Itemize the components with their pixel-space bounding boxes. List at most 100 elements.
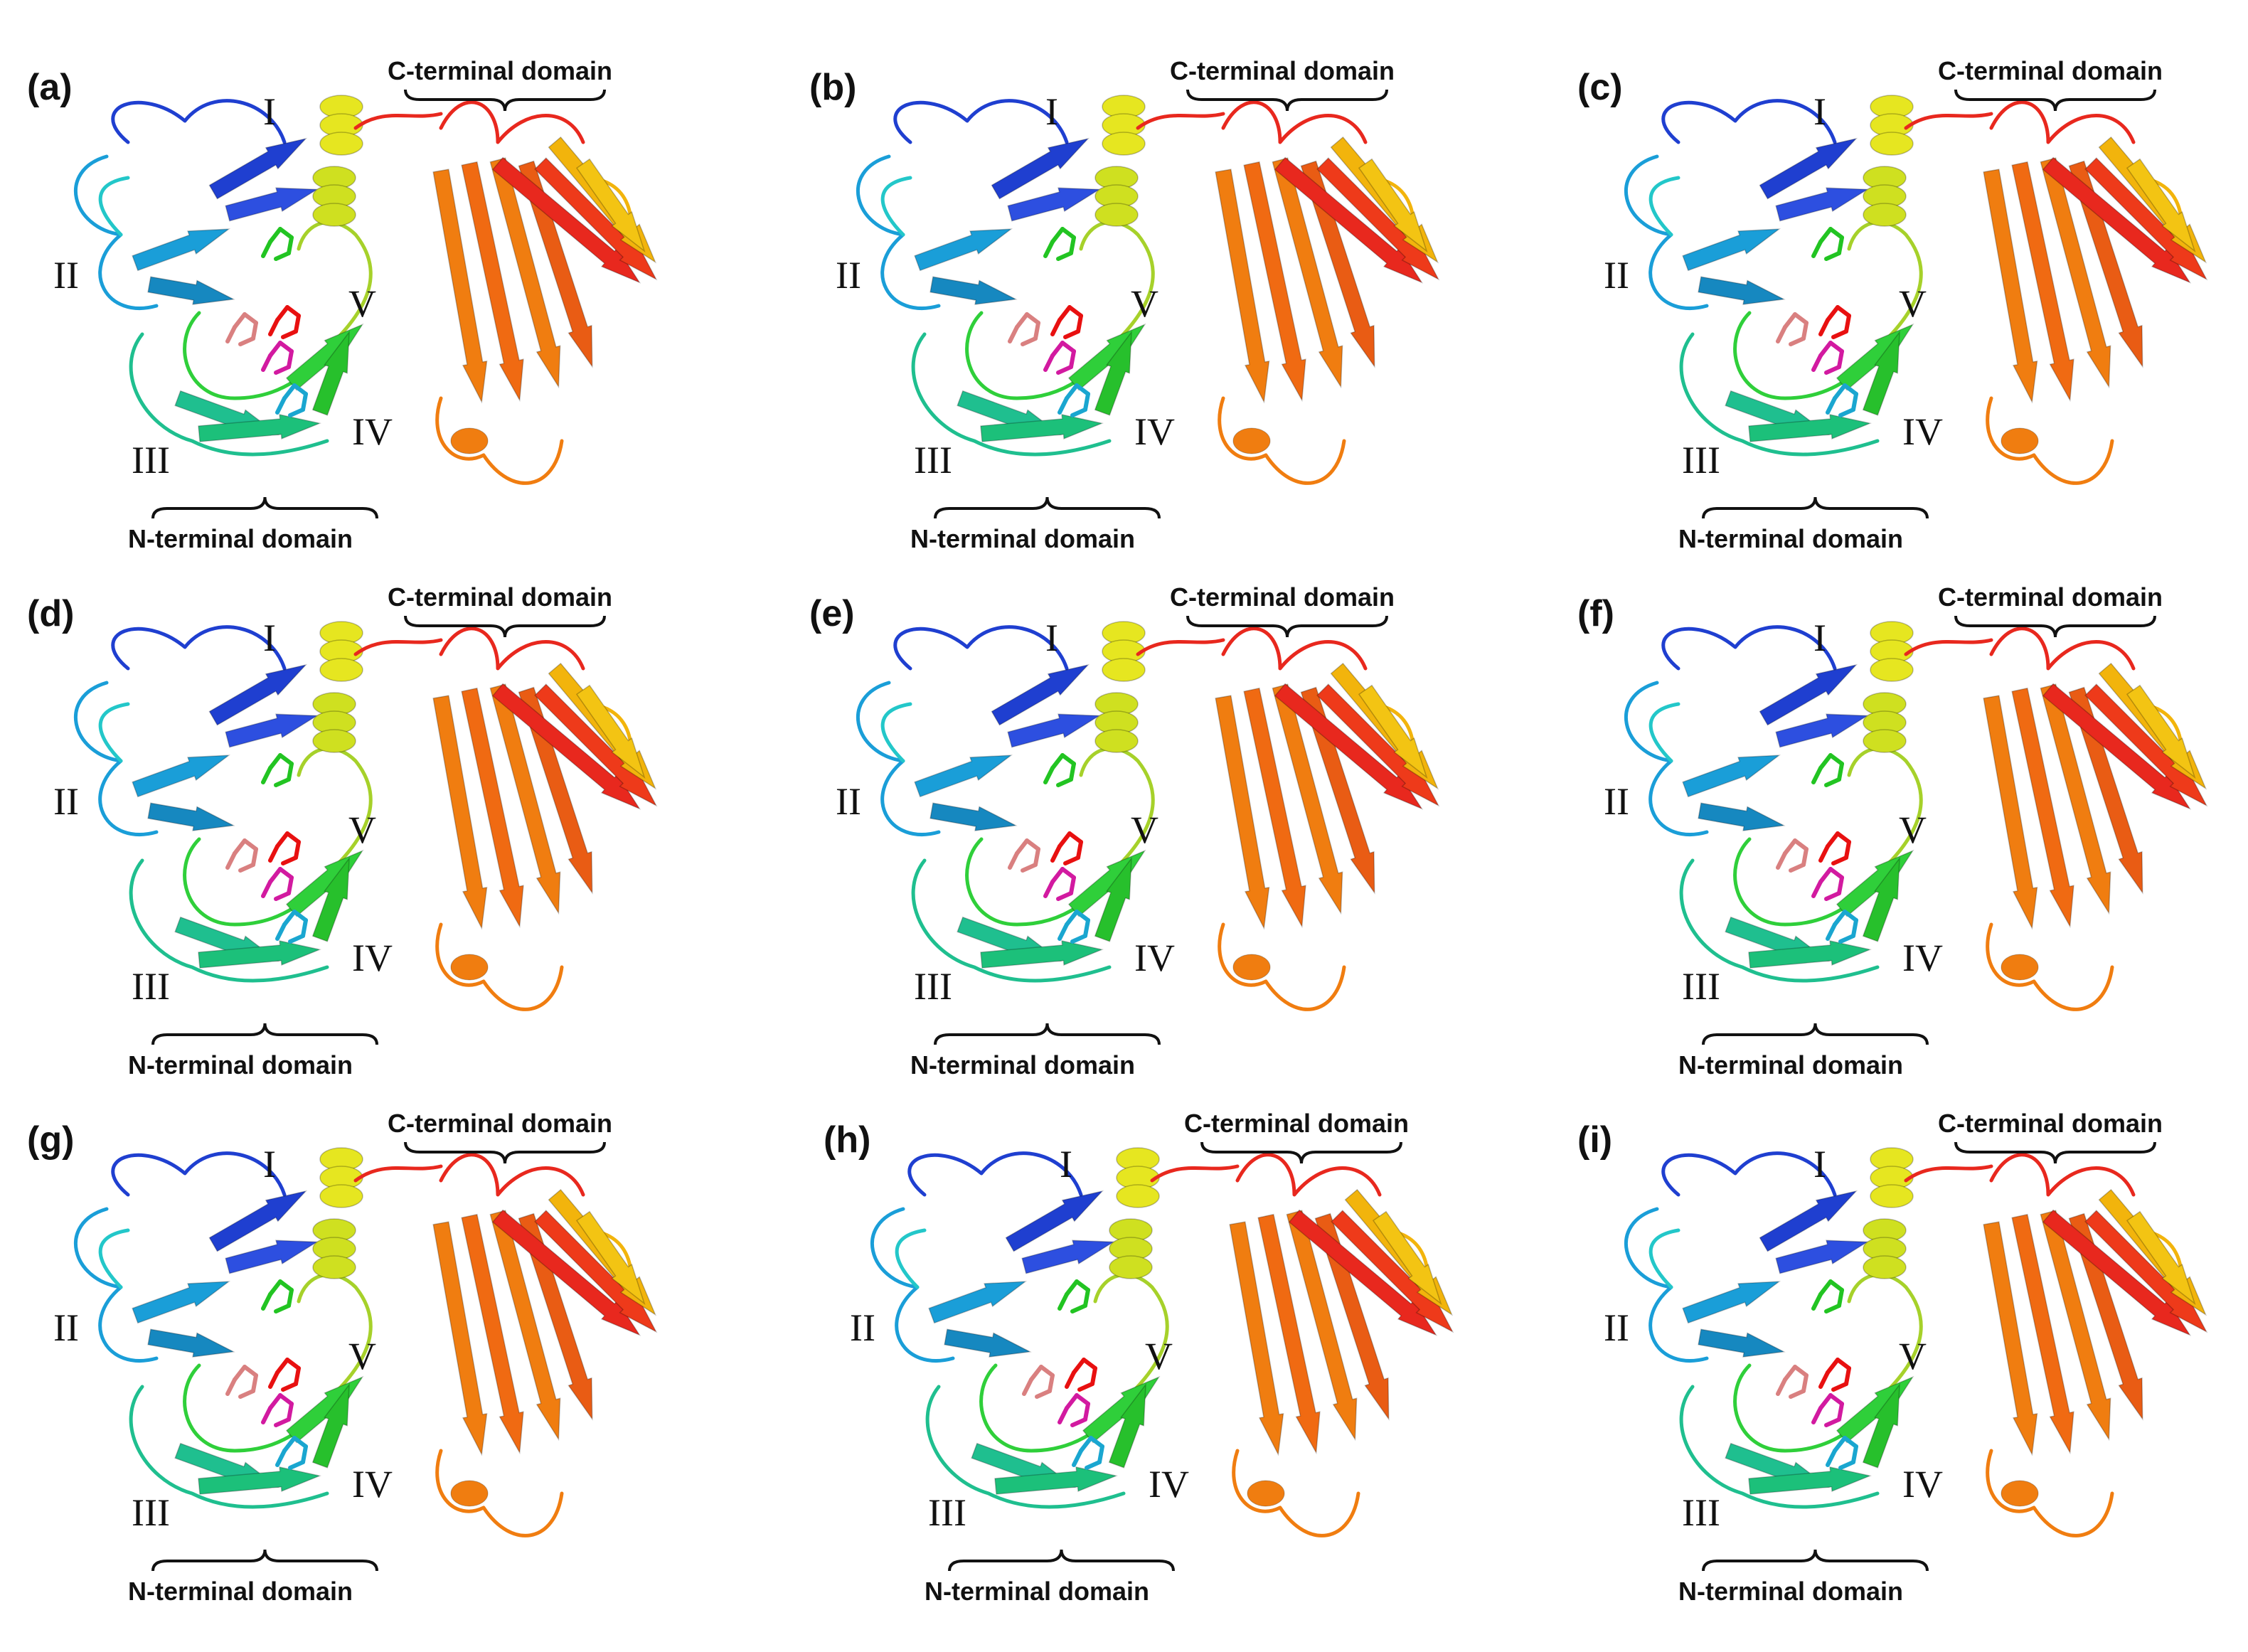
ligand-bond — [1060, 867, 1076, 880]
ligand-bond — [1043, 240, 1055, 258]
beta-strand — [994, 1466, 1118, 1495]
ligand-bond — [1824, 251, 1841, 261]
ligand-bond — [261, 1406, 272, 1424]
ligand-stick — [261, 1393, 294, 1427]
ligand-bond — [1818, 1370, 1830, 1389]
loop-ribbon — [1661, 1151, 1837, 1197]
ligand-bond — [1069, 349, 1076, 369]
beta-strand — [1274, 683, 1424, 810]
ligand-bond — [1063, 329, 1080, 339]
site-numeral: III — [914, 439, 952, 481]
ligand-bond — [278, 1393, 294, 1406]
beta-strand — [2040, 157, 2111, 389]
ligand-bond — [1063, 856, 1080, 865]
helix-turn — [1094, 729, 1139, 753]
beta-strand — [1759, 137, 1858, 200]
helix — [319, 621, 363, 682]
site-numeral: V — [1131, 809, 1158, 851]
ligand-bond — [1837, 875, 1844, 895]
linker-ribbon — [353, 638, 443, 656]
site-numeral: I — [1060, 1143, 1072, 1185]
helix — [1094, 166, 1139, 227]
ligand-stick — [1050, 305, 1083, 339]
ligand-bond — [1015, 838, 1029, 856]
beta-strand — [1682, 228, 1781, 272]
c-terminal-brace — [1200, 1141, 1402, 1164]
ligand-stick — [1043, 227, 1076, 261]
ligand-bond — [268, 867, 282, 884]
ligand-bond — [1826, 1449, 1837, 1467]
c-terminal-domain-label: C-terminal domain — [1938, 582, 2163, 612]
helix-turn — [1109, 1255, 1153, 1279]
beta-strand — [2068, 686, 2143, 895]
helix — [450, 427, 489, 454]
ligand-bond — [268, 1279, 282, 1296]
ligand-stick — [1058, 910, 1090, 944]
ligand-bond — [274, 365, 291, 375]
ligand-bond — [251, 1373, 258, 1393]
site-numeral: I — [263, 90, 276, 133]
ligand-bond — [1077, 1382, 1094, 1392]
ligand-stick — [275, 910, 308, 944]
beta-strand — [489, 157, 561, 389]
panel-label: (e) — [809, 593, 855, 634]
ligand-bond — [1818, 1279, 1833, 1296]
ligand-bond — [301, 392, 308, 412]
ligand-bond — [1085, 1460, 1102, 1470]
site-numeral: IV — [1902, 410, 1943, 453]
helix-turn — [1116, 1184, 1160, 1208]
ligand-bond — [287, 1402, 294, 1422]
ligand-bond — [285, 831, 301, 844]
ligand-bond — [1811, 766, 1823, 784]
site-numeral: III — [1682, 965, 1720, 1008]
ligand-bond — [268, 753, 282, 770]
beta-strand — [1257, 1213, 1321, 1455]
helix-turn — [1102, 658, 1146, 682]
beta-strand — [198, 414, 321, 442]
site-numeral: II — [836, 780, 861, 823]
ligand-bond — [285, 1358, 301, 1370]
ligand-bond — [233, 1365, 247, 1382]
ligand-stick — [268, 831, 301, 865]
ligand-bond — [294, 314, 301, 334]
ligand-stick — [1818, 305, 1851, 339]
n-terminal-domain-label: N-terminal domain — [1678, 524, 1903, 553]
helix — [312, 1218, 356, 1279]
c-terminal-brace — [1954, 89, 2156, 112]
ligand-bond — [1056, 365, 1073, 375]
ligand-stick — [1776, 312, 1808, 346]
c-terminal-brace — [404, 615, 606, 638]
helix — [1232, 954, 1271, 981]
ligand-bond — [287, 762, 294, 782]
helix — [1870, 1147, 1914, 1208]
beta-strand — [1983, 169, 2038, 404]
loop-ribbon — [1648, 702, 1680, 763]
ligand-bond — [1838, 1460, 1855, 1470]
beta-strand — [1759, 1190, 1858, 1252]
ligand-bond — [1783, 1365, 1797, 1382]
ligand-bond — [1851, 392, 1858, 412]
ligand-bond — [1065, 1370, 1076, 1389]
beta-strand — [1862, 330, 1900, 416]
beta-strand — [461, 1213, 524, 1455]
helix — [1109, 1218, 1153, 1279]
beta-strand — [1272, 157, 1343, 389]
loop-ribbon — [1661, 625, 1837, 671]
ligand-stick — [261, 753, 294, 787]
ligand-bond — [288, 407, 305, 417]
beta-strand — [2040, 683, 2111, 915]
ligand-bond — [1060, 753, 1076, 766]
ligand-bond — [1050, 867, 1065, 884]
beta-strand — [1288, 1209, 1438, 1336]
ligand-bond — [1008, 851, 1019, 870]
beta-strand — [225, 187, 319, 222]
beta-strand — [147, 276, 235, 305]
beta-strand — [132, 228, 230, 272]
panel-label: (d) — [27, 593, 74, 634]
linker-ribbon — [1150, 1164, 1240, 1183]
loop-ribbon — [1733, 1363, 1887, 1453]
ligand-bond — [261, 240, 272, 258]
beta-strand — [534, 683, 658, 807]
loop-ribbon — [1079, 220, 1155, 343]
beta-strand — [1358, 684, 1428, 779]
